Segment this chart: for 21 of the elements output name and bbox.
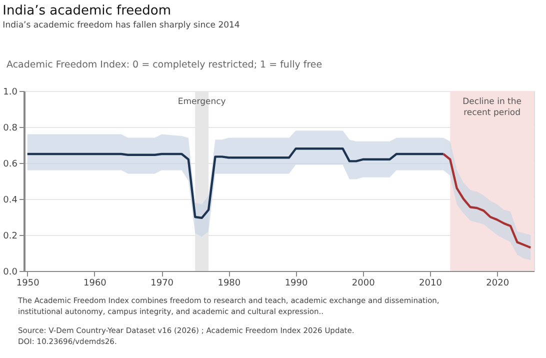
- y-tick-label: 0.4: [3, 196, 18, 206]
- x-tick-label: 2000: [352, 278, 376, 288]
- chart-subtitle: India’s academic freedom has fallen sharply since 2014: [2, 20, 240, 30]
- band-label: Emergency: [178, 97, 226, 107]
- y-tick-label: 0.6: [3, 160, 18, 170]
- y-axis-title: Academic Freedom Index: 0 = completely restricted; 1 = fully free: [6, 60, 322, 70]
- x-tick-label: 1960: [84, 278, 107, 288]
- y-tick-label: 0.0: [3, 268, 18, 278]
- chart-title: India’s academic freedom: [2, 4, 172, 18]
- x-tick-label: 2020: [486, 278, 510, 288]
- x-tick-label: 1950: [16, 278, 40, 288]
- y-tick-label: 0.2: [3, 232, 18, 242]
- x-tick-label: 1980: [218, 278, 241, 288]
- x-tick-label: 1970: [150, 278, 174, 288]
- line-series: [26, 148, 445, 219]
- y-tick-label: 1.0: [3, 88, 18, 98]
- y-tick-label: 0.8: [3, 124, 18, 134]
- x-tick-label: 1990: [284, 278, 308, 288]
- band-label: Decline in the recent period: [462, 97, 522, 118]
- line-series: [442, 152, 532, 249]
- x-tick-label: 2010: [419, 278, 442, 288]
